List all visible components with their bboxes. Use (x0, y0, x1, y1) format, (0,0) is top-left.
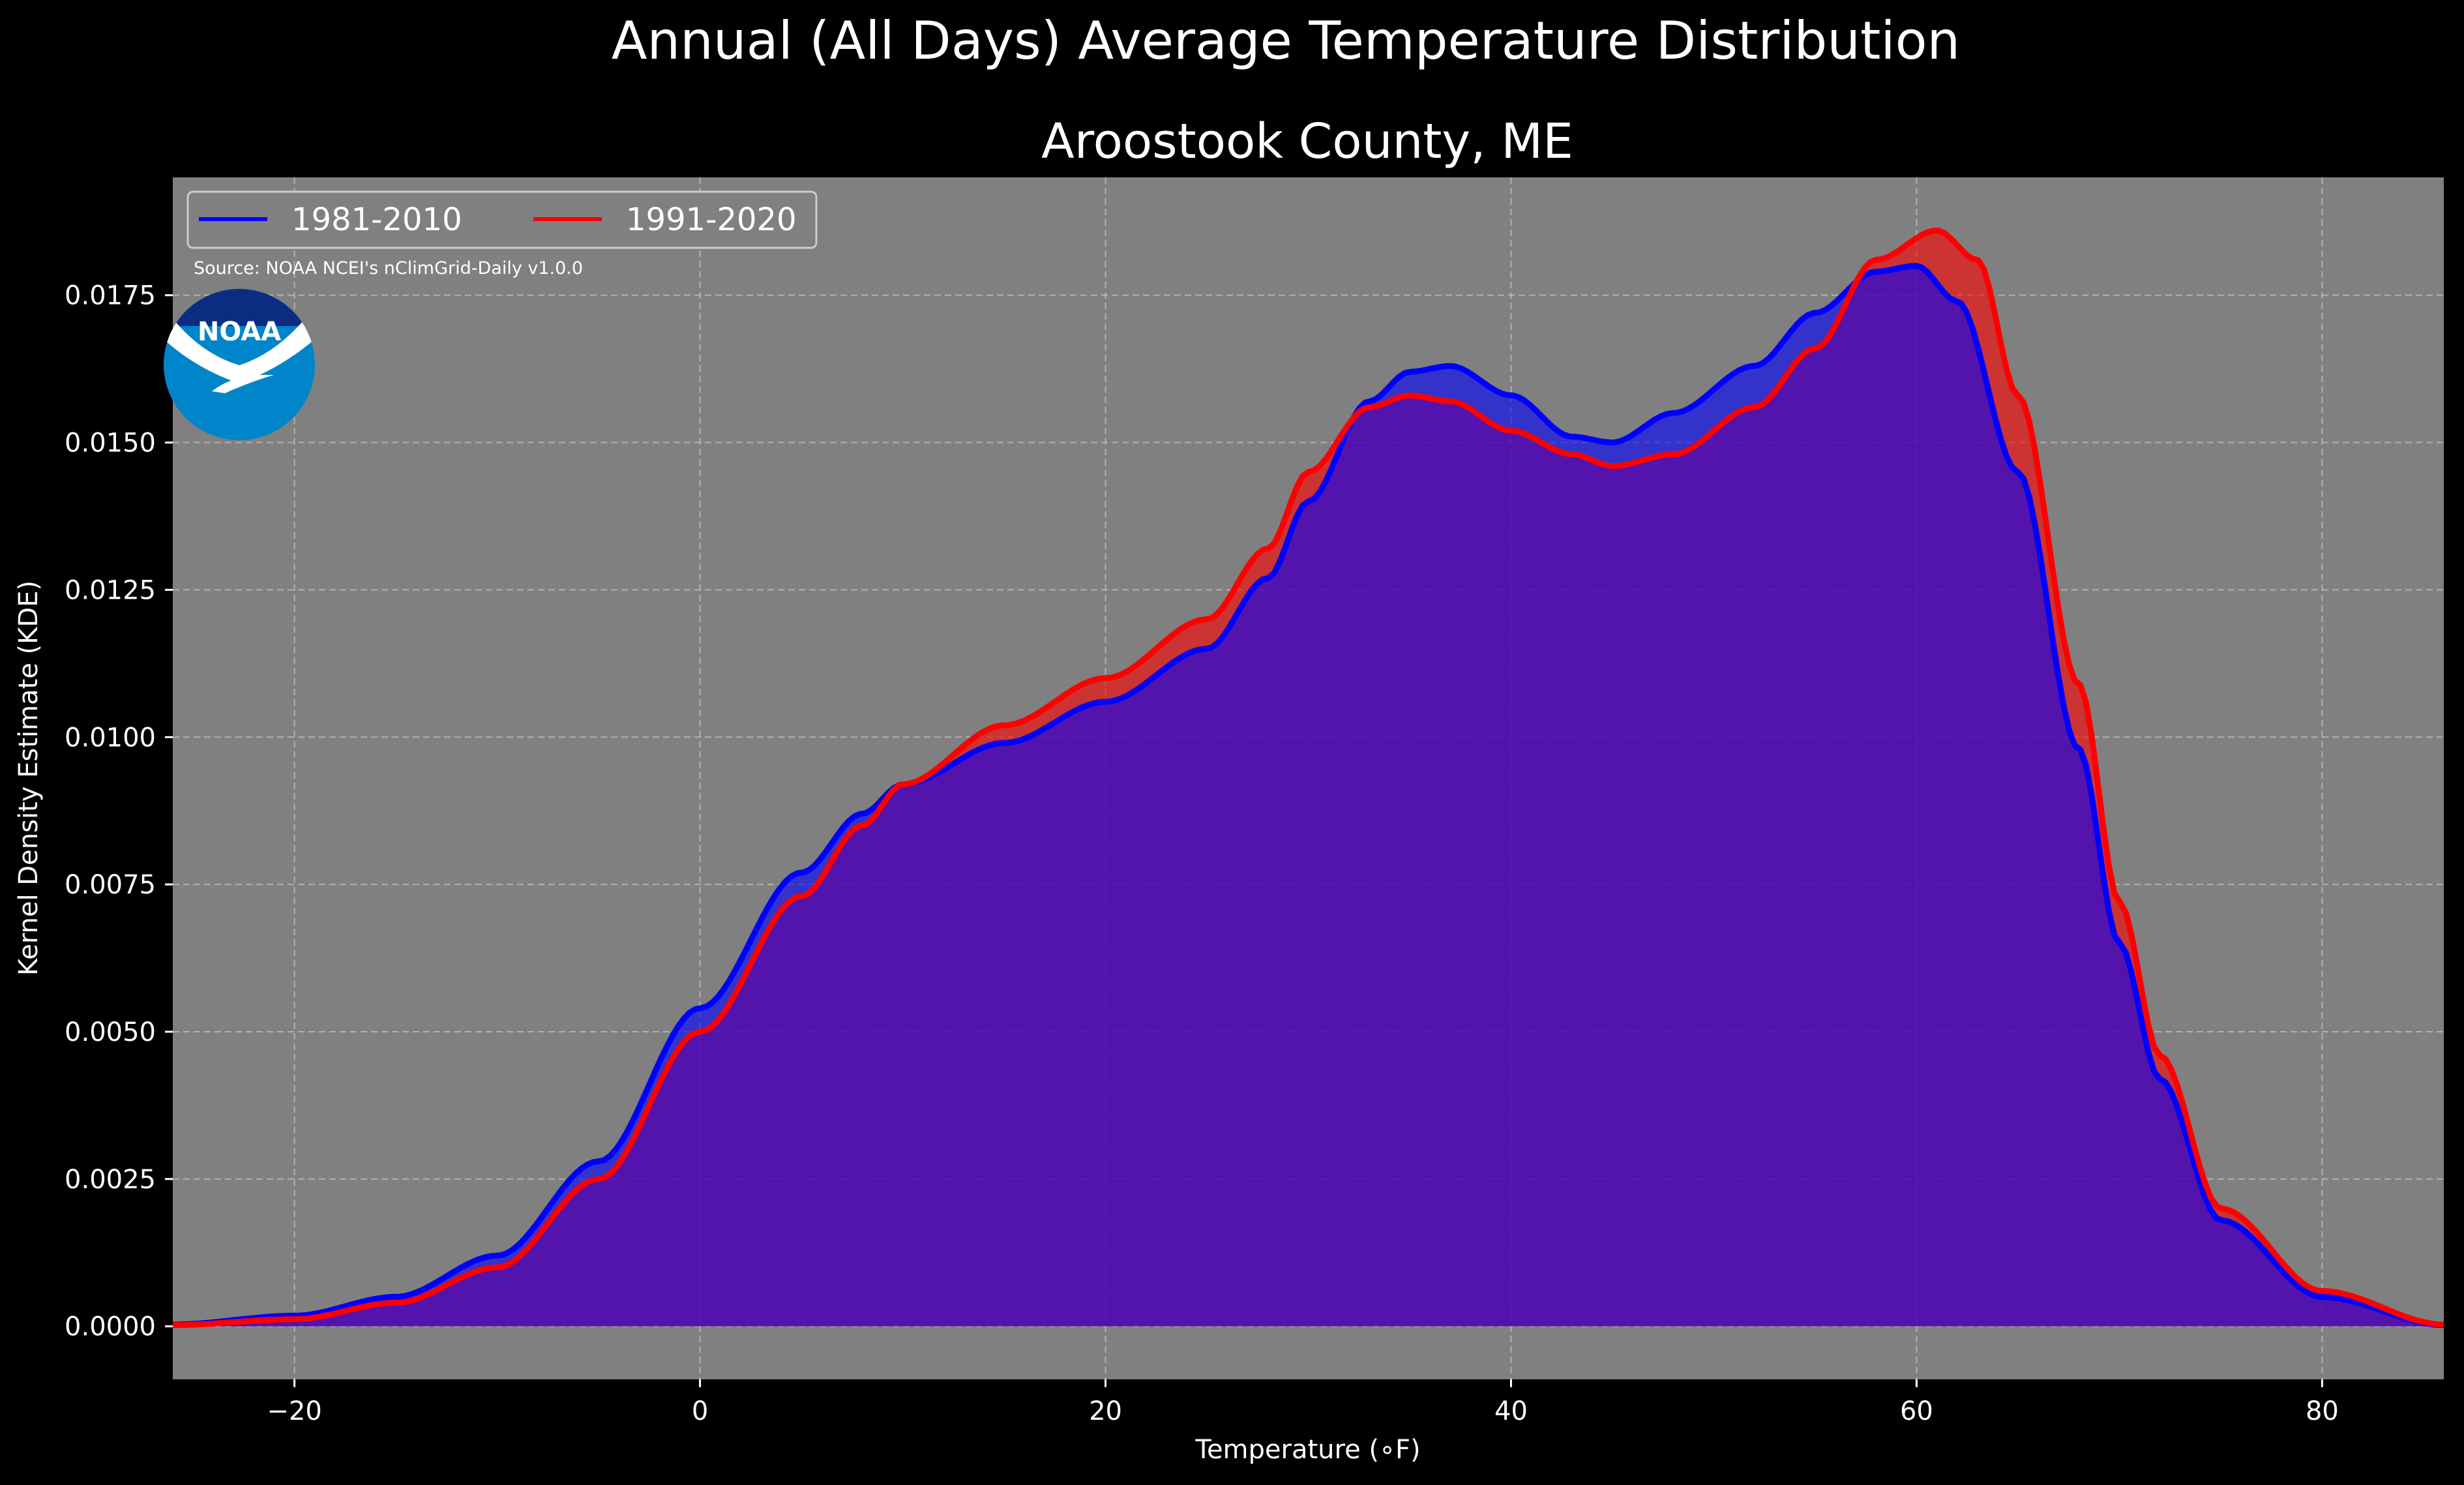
y-axis-label: Kernel Density Estimate (KDE) (14, 580, 44, 976)
x-tick-label: 40 (1494, 1396, 1528, 1426)
y-tick-label: 0.0125 (65, 575, 156, 605)
x-axis-label: Temperature (∘F) (1195, 1435, 1420, 1465)
x-tick-label: 80 (2306, 1396, 2339, 1426)
chart-title: Annual (All Days) Average Temperature Di… (612, 10, 1960, 71)
y-tick-label: 0.0100 (65, 723, 156, 753)
y-tick-label: 0.0150 (65, 428, 156, 458)
axis-ticks: −20 0 20 40 60 80 0.0000 0.0025 0.0050 0.0075 0.01… (65, 281, 2339, 1426)
series-area-1981-2010 (173, 265, 2444, 1327)
legend-box (186, 190, 818, 249)
y-tick-label: 0.0000 (65, 1312, 156, 1342)
series-line-1991-2020 (172, 228, 2444, 1328)
x-tick-label: 60 (1900, 1396, 1933, 1426)
x-tick-label: 20 (1089, 1396, 1122, 1426)
y-tick-label: 0.0075 (65, 870, 156, 900)
source-note: Source: NOAA NCEI's nClimGrid-Daily v1.0… (194, 258, 583, 278)
y-tick-label: 0.0025 (65, 1165, 156, 1195)
x-tick-label: 0 (692, 1396, 708, 1426)
legend-label-1981-2010: 1981-2010 (291, 202, 462, 238)
legend: 1981-2010 1991-2020 (186, 190, 818, 249)
y-tick-label: 0.0175 (65, 281, 156, 311)
series-line-1981-2010 (172, 263, 2444, 1328)
legend-label-1991-2020: 1991-2020 (626, 202, 797, 238)
noaa-logo-icon: NOAA (164, 289, 315, 440)
x-tick-label: −20 (267, 1396, 321, 1426)
logo-circle (164, 289, 315, 440)
y-tick-label: 0.0050 (65, 1017, 156, 1047)
series-layer (172, 228, 2444, 1328)
logo-text: NOAA (198, 317, 281, 347)
chart-subtitle: Aroostook County, ME (1041, 113, 1573, 170)
